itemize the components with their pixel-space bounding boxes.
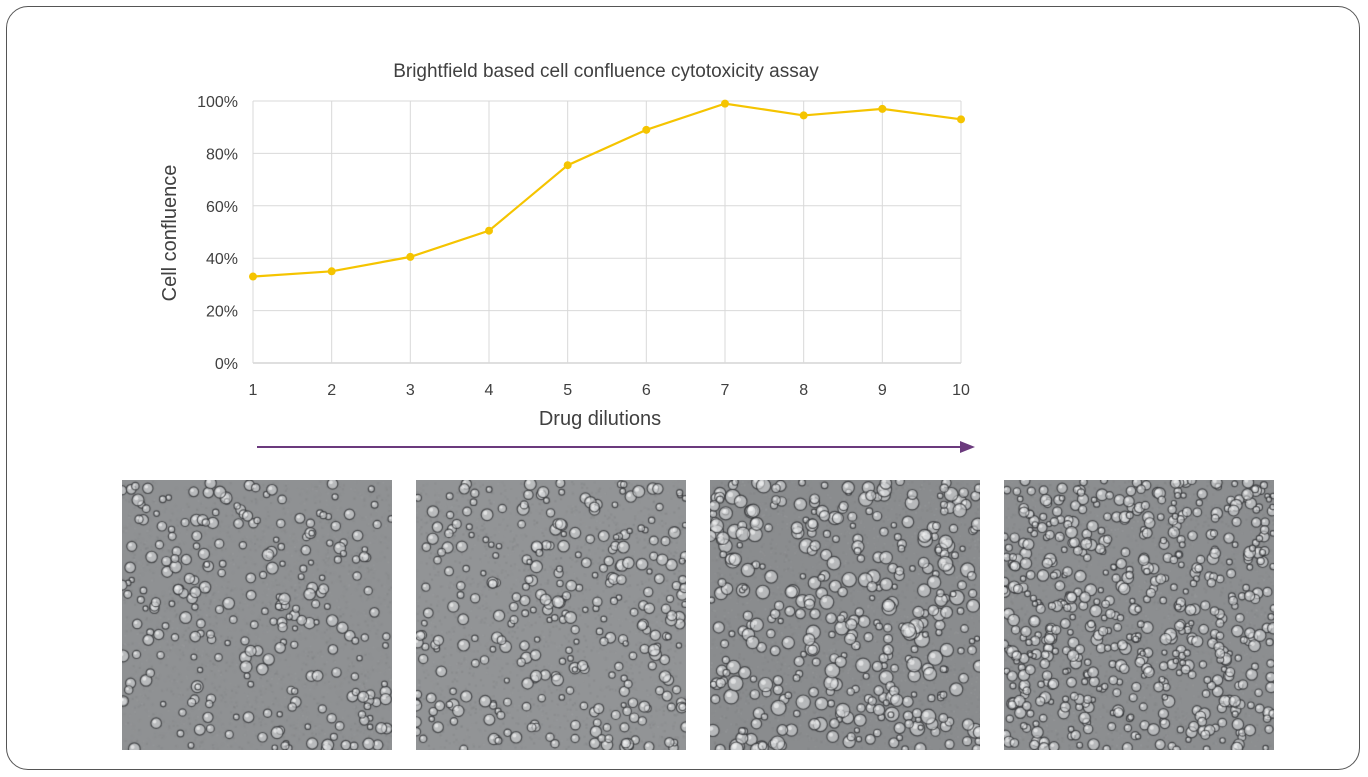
brightfield-image-3 xyxy=(710,480,980,750)
chart-title: Brightfield based cell confluence cytoto… xyxy=(393,61,819,82)
data-point xyxy=(642,125,651,134)
x-axis-title: Drug dilutions xyxy=(539,408,661,430)
y-tick-label: 80% xyxy=(206,146,238,163)
y-tick-label: 40% xyxy=(206,251,238,268)
y-tick-labels: 0% 20% 40% 60% 80% 100% xyxy=(197,94,238,373)
y-axis-title: Cell confluence xyxy=(159,165,181,302)
data-point xyxy=(563,161,572,170)
data-point xyxy=(485,226,493,235)
x-tick-label: 7 xyxy=(721,382,730,399)
x-tick-labels: 1 2 3 4 5 6 7 8 9 10 xyxy=(249,382,970,399)
y-tick-label: 100% xyxy=(197,94,238,111)
confluence-line-chart: Brightfield based cell confluence cytoto… xyxy=(159,61,975,453)
x-tick-label: 6 xyxy=(642,382,651,399)
x-tick-label: 9 xyxy=(878,382,887,399)
brightfield-image-4 xyxy=(1004,480,1274,750)
brightfield-image-1 xyxy=(122,480,392,750)
x-tick-label: 1 xyxy=(249,382,258,399)
x-tick-label: 8 xyxy=(799,382,808,399)
x-tick-label: 4 xyxy=(485,382,494,399)
data-point xyxy=(721,99,729,108)
data-point xyxy=(249,272,257,281)
x-tick-label: 3 xyxy=(406,382,415,399)
x-tick-label: 2 xyxy=(327,382,336,399)
brightfield-image-2 xyxy=(416,480,686,750)
x-tick-label: 5 xyxy=(563,382,572,399)
x-tick-label: 10 xyxy=(952,382,970,399)
dilution-arrow xyxy=(257,441,975,453)
y-tick-label: 0% xyxy=(215,356,238,373)
y-tick-label: 60% xyxy=(206,199,238,216)
gridlines xyxy=(252,100,962,364)
data-point xyxy=(406,252,415,261)
data-point xyxy=(799,111,808,120)
data-point xyxy=(957,115,965,124)
series-points xyxy=(249,99,965,281)
series-line-path xyxy=(252,102,962,278)
data-point xyxy=(327,267,336,276)
data-point xyxy=(878,104,887,113)
y-tick-label: 20% xyxy=(206,304,238,321)
series-line xyxy=(252,102,962,278)
